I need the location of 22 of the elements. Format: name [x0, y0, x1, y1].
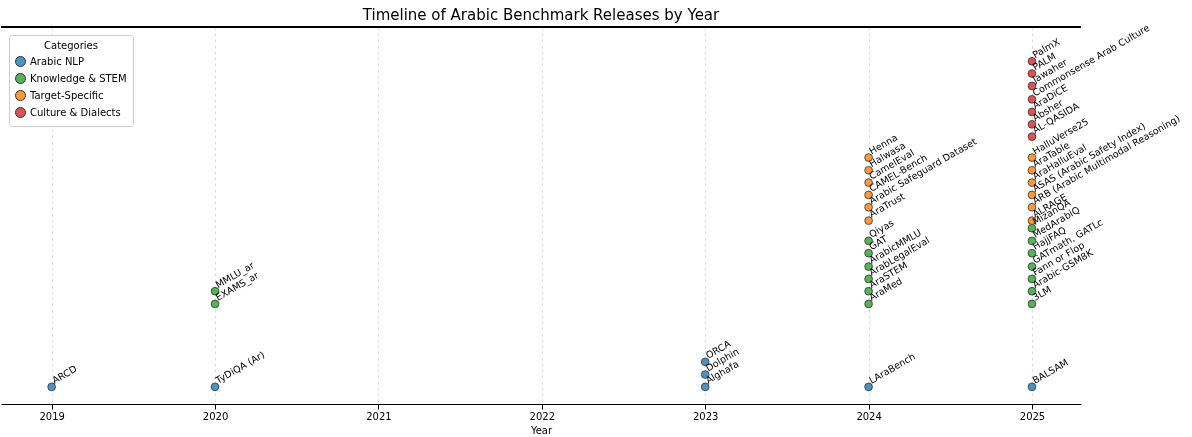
x-tick-label: 2021 — [366, 410, 392, 422]
x-tick-label: 2020 — [202, 410, 229, 422]
point — [47, 382, 56, 392]
x-tick-label: 2023 — [692, 410, 719, 422]
legend-label: Target-Specific — [29, 89, 104, 101]
point — [864, 299, 873, 309]
x-axis-title: Year — [529, 424, 553, 436]
x-tick-label: 2024 — [856, 410, 882, 422]
chart-title: Timeline of Arabic Benchmark Releases by Year — [361, 6, 721, 24]
point — [700, 382, 710, 392]
x-tick-label: 2022 — [529, 410, 556, 422]
point — [1027, 382, 1037, 392]
point — [864, 382, 873, 392]
legend-title: Categories — [44, 40, 98, 51]
point — [1027, 299, 1037, 309]
point — [210, 382, 220, 392]
legend-label: Knowledge & STEM — [30, 72, 127, 84]
point — [210, 299, 220, 309]
legend-label: Culture & Dialects — [30, 106, 121, 118]
x-tick-label: 2025 — [1019, 410, 1046, 422]
x-tick-label: 2019 — [39, 410, 65, 422]
legend-label: Arabic NLP — [30, 55, 84, 67]
